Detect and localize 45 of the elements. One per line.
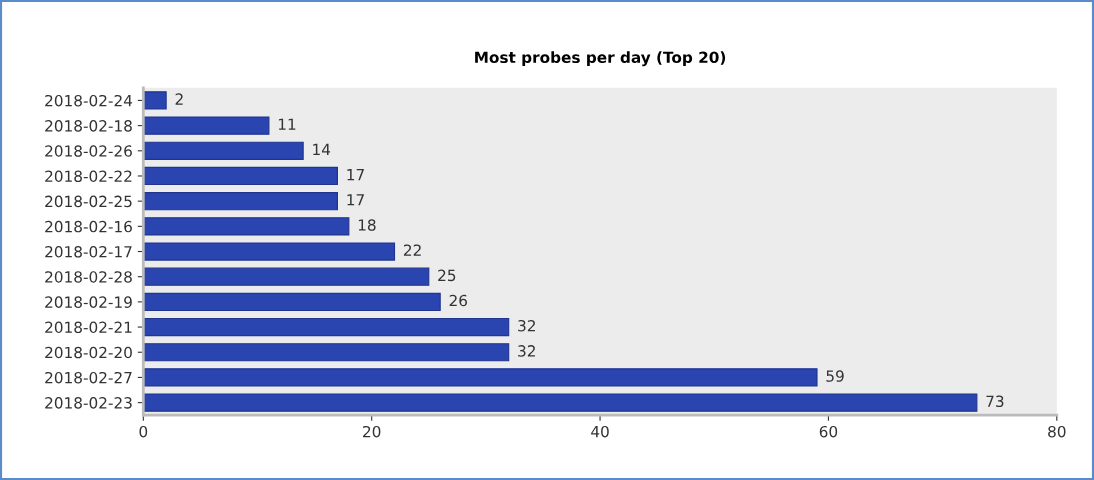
data-label: 59 [826,370,844,382]
data-label: 17 [347,169,364,181]
data-label: 73 [986,395,1004,408]
y-tick-label: 2018-02-27 [45,371,132,384]
x-tick-label: 60 [819,425,838,438]
data-label: 18 [358,219,376,231]
data-label: 26 [449,294,468,307]
y-tick-label: 2018-02-28 [45,271,132,283]
data-label: 17 [347,194,364,206]
bar [143,217,350,236]
chart-title: Most probes per day (Top 20) [475,51,726,67]
data-label: 11 [278,118,296,130]
bar [143,317,510,337]
y-tick-label: 2018-02-26 [45,145,132,157]
data-label: 32 [518,319,535,332]
data-label: 2 [175,93,183,105]
y-tick-label: 2018-02-23 [45,397,132,409]
x-tick-label: 20 [363,425,381,438]
data-label: 22 [403,244,421,256]
bar [143,393,978,412]
bar [143,91,167,110]
x-tick-label: 80 [1048,425,1066,438]
y-tick-label: 2018-02-19 [45,296,132,308]
bar [143,166,338,186]
bar [143,292,441,311]
y-tick-label: 2018-02-18 [45,120,132,132]
y-tick-label: 2018-02-24 [45,94,133,107]
bar [143,343,510,362]
x-tick-label: 40 [591,425,609,438]
y-tick-label: 2018-02-22 [45,170,132,182]
bar [143,242,396,261]
x-tick-label: 0 [139,425,148,438]
y-tick-label: 2018-02-17 [45,245,132,258]
bar [143,192,338,211]
y-tick-label: 2018-02-16 [45,220,132,233]
y-tick-label: 2018-02-25 [45,195,132,208]
y-tick-label: 2018-02-20 [45,346,132,359]
data-label: 25 [438,269,456,282]
bar [143,116,270,135]
bar [143,141,304,160]
bar [143,267,430,286]
bar [143,368,818,387]
y-tick-label: 2018-02-21 [45,321,132,334]
data-label: 14 [313,143,331,156]
data-label: 32 [518,345,535,357]
